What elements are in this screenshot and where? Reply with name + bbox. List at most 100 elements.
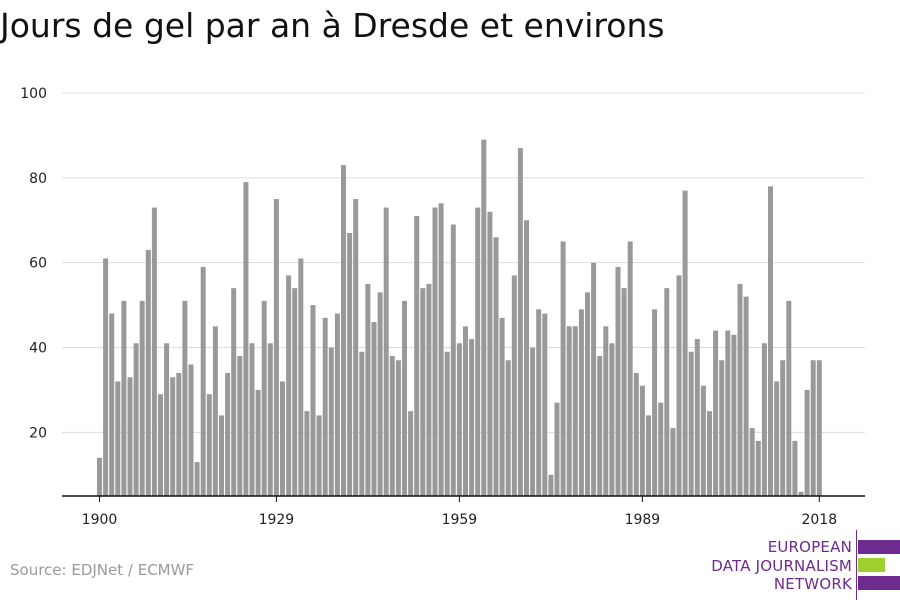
bar-1966 [499,317,505,496]
x-tick-label: 1900 [82,512,118,528]
bar-1972 [536,309,542,496]
bar-1952 [414,216,420,496]
bar-1929 [273,199,279,497]
bar-series [97,139,822,497]
bar-1930 [280,381,285,496]
x-axis: 1900 1929 1959 1989 2018 [62,495,865,528]
bar-1907 [139,300,145,496]
bar-1976 [560,241,566,496]
bar-1927 [261,300,267,496]
bar-1909 [151,207,157,496]
bar-1956 [438,203,444,496]
bar-2015 [798,491,804,496]
bar-1963 [481,139,487,497]
bar-1911 [164,343,170,496]
bar-1978 [572,326,578,496]
bar-1964 [487,211,493,497]
bar-1967 [505,360,511,496]
bar-1916 [194,462,200,496]
bar-1942 [353,199,359,497]
bar-1923 [237,356,243,496]
bar-1921 [225,372,231,496]
logo-text-line-1: EUROPEAN [767,538,852,556]
bar-1996 [682,190,688,496]
bar-1989 [639,385,645,496]
bar-1985 [615,266,621,496]
edjnet-logo[interactable]: EUROPEAN DATA JOURNALISM NETWORK [690,530,900,600]
bar-1900 [97,457,102,496]
bar-2007 [749,428,755,496]
x-tick-label: 2018 [801,512,837,528]
bar-1965 [493,237,499,497]
bar-1961 [469,339,475,496]
bar-2018 [816,360,822,496]
bar-1957 [444,351,450,496]
bar-1950 [402,300,407,496]
bar-1974 [548,474,554,496]
bar-1992 [658,402,664,496]
bar-1991 [652,309,658,496]
bar-1960 [463,326,468,496]
bar-1926 [255,389,261,496]
logo-separator [856,530,857,600]
bar-1947 [383,207,389,496]
bar-2011 [774,381,780,496]
bar-2017 [810,360,816,496]
bar-1949 [395,360,401,496]
bar-2003 [725,330,731,496]
bar-2002 [719,360,725,496]
bar-1980 [585,292,590,496]
bar-1940 [341,165,346,496]
bar-1919 [212,326,218,496]
y-tick-label: 40 [29,341,47,357]
bar-2016 [804,389,810,496]
bar-1935 [310,305,316,496]
logo-text-line-2: DATA JOURNALISM [711,557,852,575]
bar-1912 [170,377,176,496]
bar-1988 [633,372,639,496]
bar-1977 [566,326,572,496]
bar-1987 [627,241,633,496]
bar-1905 [127,377,133,496]
y-tick-label: 100 [20,86,47,102]
bar-1939 [334,313,340,496]
bar-2010 [768,186,773,497]
bar-1906 [133,343,139,496]
bar-1984 [609,343,615,496]
y-tick-label: 80 [29,171,47,187]
logo-text-line-3: NETWORK [773,575,852,593]
bar-1918 [206,394,212,496]
y-tick-label: 20 [29,425,47,441]
bar-1999 [700,385,706,496]
bar-2013 [786,300,792,496]
bar-1913 [176,372,182,496]
y-tick-label: 60 [29,256,47,272]
bar-2008 [755,440,761,496]
chart-title: Jours de gel par an à Dresde et environs [0,6,665,45]
x-tick-label: 1989 [625,512,661,528]
bar-1970 [524,220,529,496]
bar-1946 [377,292,383,496]
bar-2001 [713,330,719,496]
logo-bar-middle [858,558,885,572]
x-tick-label: 1929 [259,512,295,528]
bar-1951 [408,411,414,496]
bar-1943 [359,351,365,496]
bar-1945 [371,322,377,496]
bar-1968 [511,275,517,496]
bar-1986 [621,288,627,496]
bar-1903 [115,381,121,496]
bar-1975 [554,402,560,496]
bar-1902 [109,313,115,496]
bar-1969 [517,148,523,496]
bar-2005 [737,283,743,496]
bar-1983 [603,326,609,496]
bar-1973 [542,313,548,496]
logo-bar-bottom [858,576,900,590]
bar-1908 [145,249,151,496]
bar-1941 [347,232,353,496]
bar-1932 [292,288,298,496]
bar-1914 [182,300,188,496]
bar-1922 [231,288,237,496]
